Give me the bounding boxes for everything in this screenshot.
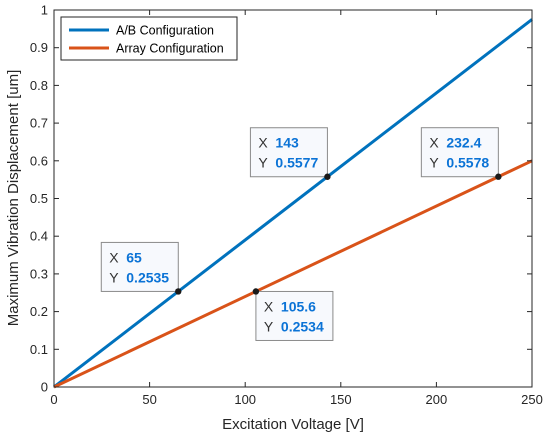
datatips-layer: X 65 Y 0.2535 X 143 Y 0.5577 X 105.6 Y 0.2534 X 232.4… (100, 127, 502, 341)
legend-box (60, 16, 238, 61)
series-line-0 (53, 18, 533, 389)
x-tick-label: 0 (50, 392, 57, 407)
datatip-box (255, 290, 334, 341)
y-tick-label: 0.1 (30, 342, 48, 357)
datatip-x-key: X (264, 298, 274, 314)
x-tick-label: 50 (142, 392, 156, 407)
legend-label-0: A/B Configuration (116, 24, 214, 38)
datatip-y-key: Y (429, 155, 439, 171)
y-tick-label: 0.4 (30, 229, 48, 244)
datatip-2: X 105.6 Y 0.2534 (252, 288, 334, 341)
datatip-box (249, 127, 328, 178)
y-tick-label: 0.3 (30, 266, 48, 281)
y-tick-label: 0.2 (30, 304, 48, 319)
datatip-box (420, 127, 499, 178)
datatip-x-value: 105.6 (281, 298, 316, 314)
datatip-x-value: 232.4 (446, 135, 481, 151)
datatip-x-key: X (109, 249, 119, 265)
legend-label-1: Array Configuration (116, 42, 224, 56)
y-tick-label: 0.6 (30, 153, 48, 168)
y-tick-label: 0.7 (30, 116, 48, 131)
x-tick-label: 100 (234, 392, 256, 407)
y-tick-label: 0.8 (30, 78, 48, 93)
series-line-1 (53, 159, 533, 389)
y-tick-label: 0.9 (30, 40, 48, 55)
datatip-3: X 232.4 Y 0.5578 (420, 127, 502, 180)
datatip-y-value: 0.5577 (275, 155, 318, 171)
axes-layer: 0 50 100 150 200 250 0 0.1 0.2 0.3 0.4 0.5 0.6 0.7 0.8… (30, 3, 543, 408)
datatip-x-key: X (258, 135, 268, 151)
y-tick-label: 0 (41, 380, 48, 395)
y-tick-label: 0.5 (30, 191, 48, 206)
x-tick-label: 150 (330, 392, 352, 407)
datatip-1: X 143 Y 0.5577 (249, 127, 331, 180)
datatip-y-value: 0.2534 (281, 318, 324, 334)
datatip-marker (252, 288, 260, 295)
series-layer (53, 18, 533, 389)
datatip-y-value: 0.5578 (446, 155, 489, 171)
datatip-marker (495, 173, 502, 180)
x-tick-label: 200 (426, 392, 448, 407)
datatip-y-key: Y (258, 155, 268, 171)
x-tick-label: 250 (521, 392, 543, 407)
datatip-marker (175, 288, 182, 295)
datatip-y-value: 0.2535 (126, 269, 169, 285)
y-axis-label: Maximum Vibration Displacement [um] (5, 70, 22, 326)
legend: A/B Configuration Array Configuration (60, 16, 238, 61)
datatip-y-key: Y (109, 269, 119, 285)
y-tick-label: 1 (41, 3, 48, 18)
datatip-marker (324, 173, 331, 180)
datatip-x-value: 65 (126, 249, 142, 265)
datatip-x-key: X (429, 135, 439, 151)
datatip-0: X 65 Y 0.2535 (100, 241, 182, 295)
datatip-x-value: 143 (275, 135, 299, 151)
x-axis-label: Excitation Voltage [V] (222, 416, 364, 433)
datatip-box (100, 241, 179, 292)
datatip-y-key: Y (264, 318, 274, 334)
